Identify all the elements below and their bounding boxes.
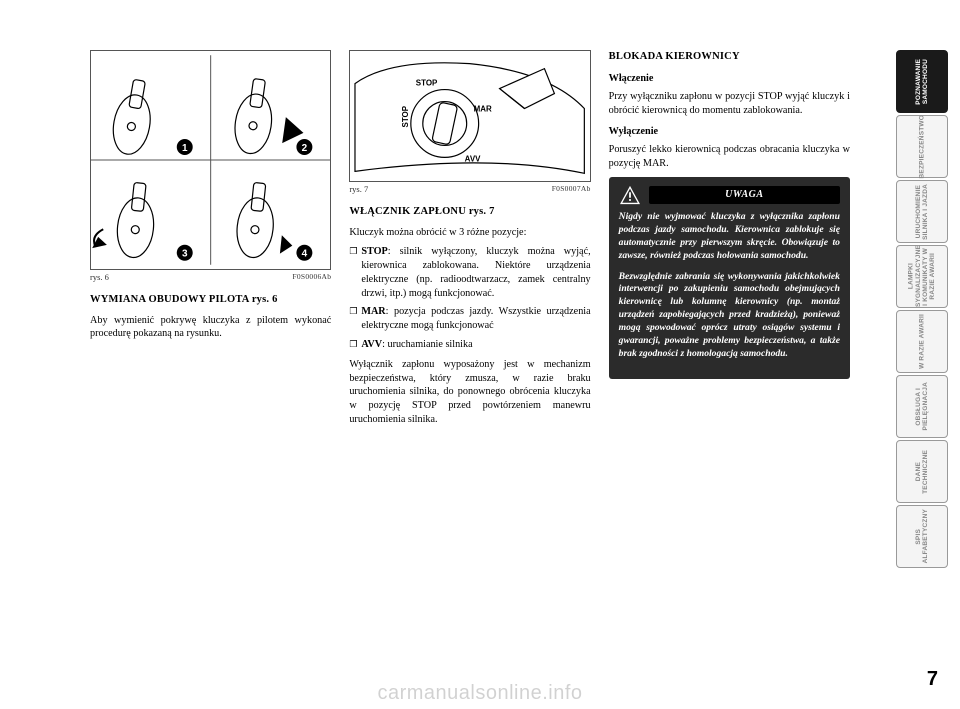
- tab-label: DANE TECHNICZNE: [913, 441, 931, 502]
- pos-avv-text: : uruchamianie silnika: [382, 339, 473, 350]
- page-number: 7: [927, 668, 938, 691]
- column-3: BLOKADA KIEROWNICY Włączenie Przy wyłącz…: [609, 50, 850, 433]
- tab-label: W RAZIE AWARII: [916, 314, 927, 369]
- pos-mar-bold: MAR: [361, 306, 385, 317]
- fig6-code: F0S0006Ab: [292, 272, 331, 283]
- badge-3: 3: [182, 249, 188, 260]
- tab-uruchomienie[interactable]: URUCHOMIENIE SILNIKA I JAZDA: [896, 180, 948, 243]
- heading-steering-lock: BLOKADA KIEROWNICY: [609, 50, 850, 64]
- tab-label: BEZPIECZEŃSTWO: [916, 115, 927, 178]
- figure-6: 1 2 3 4: [90, 50, 331, 270]
- figure-7-svg: STOP STOP MAR AVV: [350, 51, 589, 181]
- column-2: STOP STOP MAR AVV rys. 7 F0S0007Ab WŁĄCZ…: [349, 50, 590, 433]
- pos-stop-bold: STOP: [361, 246, 387, 257]
- warning-triangle-icon: [619, 185, 641, 205]
- tab-spis[interactable]: SPIS ALFABETYCZNY: [896, 505, 948, 568]
- pos-avv: AVV: uruchamianie silnika: [349, 338, 590, 352]
- text-key-3pos: Kluczyk można obrócić w 3 różne pozycje:: [349, 226, 590, 240]
- label-mar: MAR: [474, 105, 492, 114]
- column-1: 1 2 3 4 rys. 6 F0S0006Ab WYMIANA OBUDOWY…: [90, 50, 331, 433]
- label-stop2: STOP: [401, 105, 410, 127]
- fig6-label: rys. 6: [90, 272, 109, 283]
- warning-p2: Bezwzględnie zabrania się wykonywania ja…: [619, 271, 840, 362]
- text-ignition-mech: Wyłącznik zapłonu wyposażony jest w mech…: [349, 358, 590, 427]
- label-avv: AVV: [465, 154, 481, 163]
- tab-lampki[interactable]: LAMPKI SYGNALIZACYJNE I KOMUNIKATY W RAZ…: [896, 245, 948, 308]
- warning-p1: Nigdy nie wyjmować kluczyka z wyłącznika…: [619, 211, 840, 263]
- watermark: carmanualsonline.info: [0, 682, 960, 705]
- pos-stop-text: : silnik wyłączony, kluczyk można wyjąć,…: [361, 246, 590, 298]
- tab-label: SPIS ALFABETYCZNY: [913, 506, 931, 567]
- warning-box: UWAGA Nigdy nie wyjmować kluczyka z wyłą…: [609, 177, 850, 379]
- pos-mar: MAR: pozycja podczas jazdy. Wszystkie ur…: [349, 305, 590, 333]
- text-replace-cover: Aby wymienić pokrywę kluczyka z pilotem …: [90, 314, 331, 342]
- tab-label: LAMPKI SYGNALIZACYJNE I KOMUNIKATY W RAZ…: [906, 245, 939, 307]
- tab-label: OBSŁUGA I PIELĘGNACJA: [913, 376, 931, 437]
- heading-replace-cover: WYMIANA OBUDOWY PILOTA rys. 6: [90, 293, 331, 307]
- badge-1: 1: [182, 143, 188, 154]
- tab-bezpieczenstwo[interactable]: BEZPIECZEŃSTWO: [896, 115, 948, 178]
- tab-label: URUCHOMIENIE SILNIKA I JAZDA: [913, 181, 931, 242]
- heading-ignition: WŁĄCZNIK ZAPŁONU rys. 7: [349, 205, 590, 219]
- side-tabs: POZNAWANIE SAMOCHODU BEZPIECZEŃSTWO URUC…: [896, 50, 948, 568]
- figure-7: STOP STOP MAR AVV: [349, 50, 590, 182]
- badge-2: 2: [302, 143, 308, 154]
- tab-awaria[interactable]: W RAZIE AWARII: [896, 310, 948, 373]
- tab-label: POZNAWANIE SAMOCHODU: [913, 51, 931, 112]
- ignition-positions-list: STOP: silnik wyłączony, kluczyk można wy…: [349, 245, 590, 351]
- warning-title: UWAGA: [649, 186, 840, 204]
- warning-header: UWAGA: [619, 185, 840, 205]
- heading-engage: Włączenie: [609, 72, 850, 86]
- pos-mar-text: : pozycja podczas jazdy. Wszystkie urząd…: [361, 306, 590, 331]
- heading-disengage: Wyłączenie: [609, 125, 850, 139]
- fig7-code: F0S0007Ab: [552, 184, 591, 195]
- text-engage: Przy wyłączniku zapłonu w pozycji STOP w…: [609, 90, 850, 118]
- pos-stop: STOP: silnik wyłączony, kluczyk można wy…: [349, 245, 590, 300]
- figure-7-caption: rys. 7 F0S0007Ab: [349, 184, 590, 195]
- pos-avv-bold: AVV: [361, 339, 382, 350]
- manual-page: 1 2 3 4 rys. 6 F0S0006Ab WYMIANA OBUDOWY…: [0, 0, 960, 709]
- fig7-label: rys. 7: [349, 184, 368, 195]
- text-disengage: Poruszyć lekko kierownicą podczas obraca…: [609, 143, 850, 171]
- tab-dane[interactable]: DANE TECHNICZNE: [896, 440, 948, 503]
- tab-poznawanie[interactable]: POZNAWANIE SAMOCHODU: [896, 50, 948, 113]
- label-stop: STOP: [416, 79, 438, 88]
- tab-obsluga[interactable]: OBSŁUGA I PIELĘGNACJA: [896, 375, 948, 438]
- figure-6-svg: 1 2 3 4: [91, 51, 330, 269]
- badge-4: 4: [302, 249, 308, 260]
- content-columns: 1 2 3 4 rys. 6 F0S0006Ab WYMIANA OBUDOWY…: [90, 50, 850, 433]
- figure-6-caption: rys. 6 F0S0006Ab: [90, 272, 331, 283]
